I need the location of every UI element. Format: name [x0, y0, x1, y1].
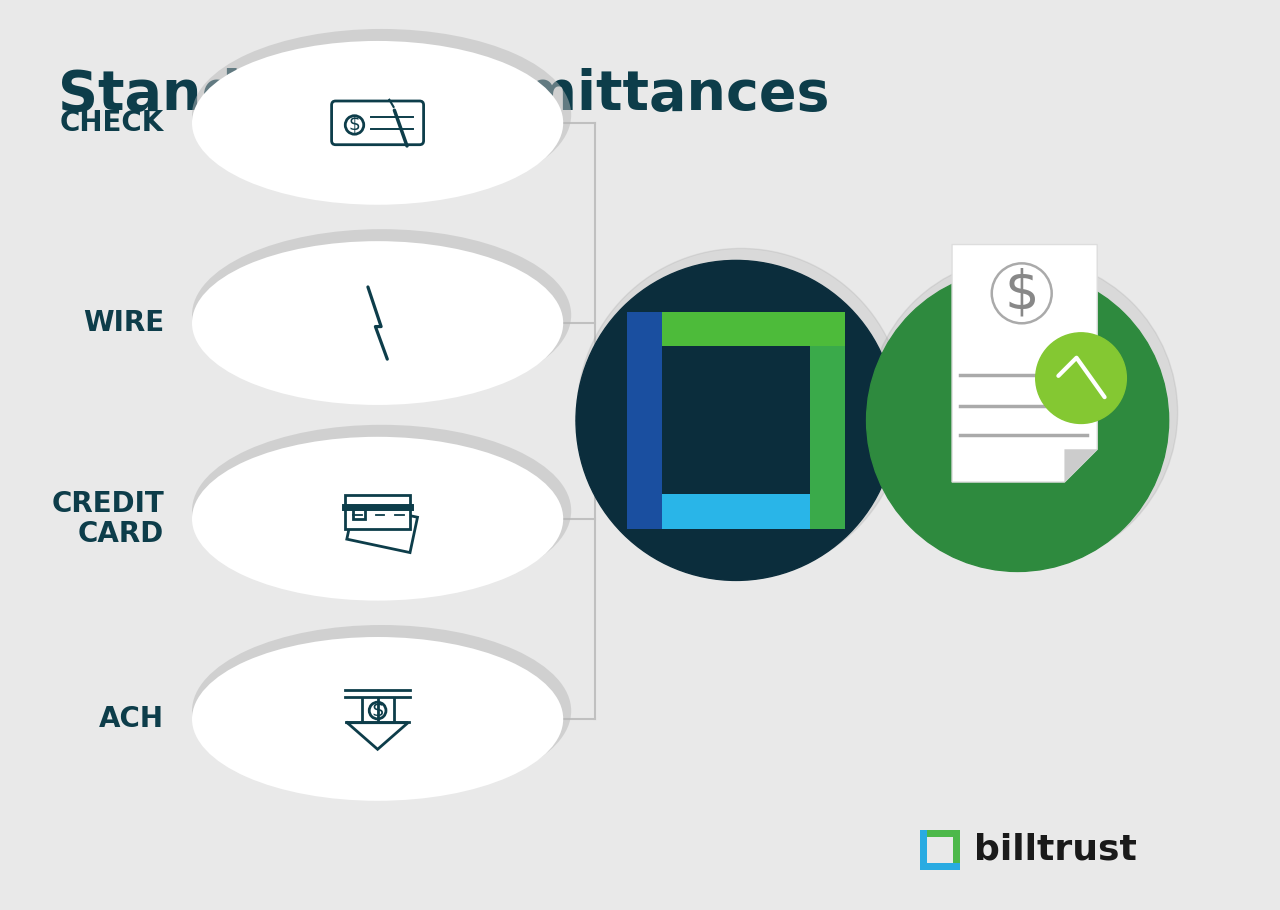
Polygon shape [954, 830, 960, 863]
Polygon shape [920, 863, 960, 870]
Polygon shape [952, 245, 1097, 482]
Text: Standardize remittances: Standardize remittances [58, 68, 829, 122]
Polygon shape [1065, 450, 1097, 482]
Circle shape [867, 269, 1169, 571]
Text: $: $ [371, 701, 384, 720]
Polygon shape [920, 830, 927, 870]
Text: $: $ [1005, 268, 1039, 319]
Ellipse shape [192, 637, 563, 801]
FancyBboxPatch shape [332, 101, 424, 145]
Ellipse shape [192, 229, 571, 401]
Circle shape [868, 258, 1178, 568]
Text: CHECK: CHECK [60, 109, 164, 136]
Text: ACH: ACH [99, 705, 164, 733]
Circle shape [576, 260, 896, 581]
Ellipse shape [192, 241, 563, 405]
Text: WIRE: WIRE [83, 309, 164, 337]
Ellipse shape [192, 625, 571, 797]
Text: $: $ [348, 116, 361, 135]
Polygon shape [627, 311, 845, 347]
Circle shape [577, 248, 905, 576]
Text: CREDIT
CARD: CREDIT CARD [51, 490, 164, 548]
FancyBboxPatch shape [346, 495, 410, 529]
Ellipse shape [192, 29, 571, 201]
Polygon shape [627, 494, 845, 530]
Ellipse shape [192, 41, 563, 205]
Polygon shape [662, 347, 810, 494]
Polygon shape [810, 311, 845, 530]
Ellipse shape [192, 425, 571, 597]
Polygon shape [927, 830, 960, 837]
Ellipse shape [192, 437, 563, 601]
Circle shape [1036, 333, 1126, 423]
Polygon shape [627, 311, 662, 530]
Text: billtrust: billtrust [974, 833, 1137, 867]
